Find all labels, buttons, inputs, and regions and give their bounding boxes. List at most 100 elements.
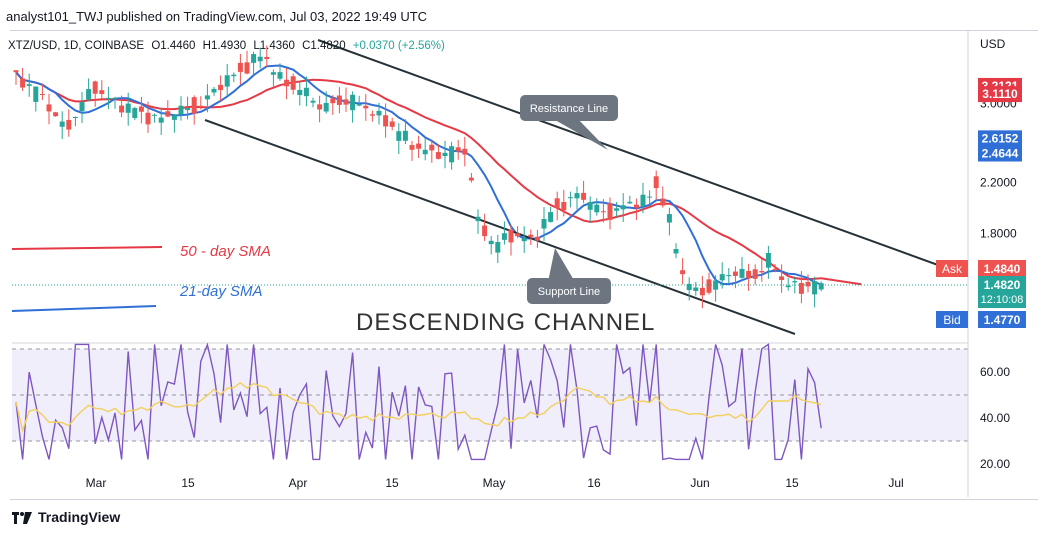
candle — [303, 76, 309, 107]
candle — [574, 186, 580, 210]
ask-label-bg — [936, 260, 968, 277]
candle — [706, 272, 712, 295]
candle-body — [303, 87, 309, 97]
candle-body — [554, 198, 560, 208]
candle — [224, 63, 230, 97]
candle — [455, 139, 461, 160]
candle-body — [145, 112, 151, 125]
candle — [310, 97, 316, 108]
candle-body — [119, 105, 125, 113]
candle — [53, 111, 59, 117]
bid-label: Bid — [943, 313, 960, 327]
x-tick-label: Jul — [888, 476, 903, 490]
candle — [554, 191, 560, 221]
candle — [369, 110, 375, 122]
candle-body — [105, 97, 111, 99]
candle-body — [812, 281, 818, 295]
support-callout-label: Support Line — [538, 286, 600, 298]
candle — [462, 136, 468, 167]
candle-body — [752, 269, 758, 279]
candle — [449, 141, 455, 170]
candle — [46, 93, 52, 125]
candle — [105, 86, 111, 110]
candle-body — [343, 99, 349, 105]
candle-body — [706, 279, 712, 293]
candle-body — [138, 106, 144, 112]
candle-body — [264, 56, 270, 60]
candle — [270, 69, 276, 87]
candle-body — [805, 281, 811, 287]
candle-body — [785, 285, 791, 288]
candle-body — [607, 203, 613, 220]
price-axis-unit: USD — [980, 37, 1006, 51]
candle — [686, 277, 692, 301]
candle — [812, 276, 818, 308]
candle — [79, 92, 85, 123]
candle — [739, 256, 745, 279]
candle-body — [792, 281, 798, 283]
candle-body — [620, 205, 626, 210]
candle — [350, 91, 356, 123]
candle — [389, 117, 395, 131]
chart-frame — [10, 30, 1038, 500]
candle — [119, 95, 125, 118]
candle-body — [99, 90, 105, 95]
candle — [587, 196, 593, 223]
candle-body — [528, 234, 534, 237]
candle-body — [488, 240, 494, 245]
candle — [548, 206, 554, 223]
candle — [264, 45, 270, 68]
countdown-value: 12:10:08 — [981, 294, 1024, 306]
price-label-bg — [978, 145, 1022, 162]
candle-body — [204, 95, 210, 100]
candle — [515, 226, 521, 239]
candle — [402, 119, 408, 145]
candle — [86, 78, 92, 102]
candle — [158, 107, 164, 135]
x-tick-label: 15 — [181, 476, 195, 490]
candle — [442, 140, 448, 169]
candle-body — [548, 212, 554, 222]
candle — [435, 144, 441, 160]
candle-body — [719, 274, 725, 281]
footer-brand-label: TradingView — [38, 509, 121, 525]
tradingview-logo-icon — [12, 511, 32, 524]
candle — [614, 201, 620, 217]
candle-body — [13, 70, 19, 73]
candle — [39, 83, 45, 100]
resistance-callout-box — [520, 95, 618, 121]
candle — [633, 198, 639, 221]
candle — [92, 80, 98, 107]
candle-body — [165, 111, 171, 117]
rsi-ma-line — [15, 381, 822, 434]
candle-body — [699, 287, 705, 296]
candle-body — [376, 110, 382, 116]
candle-body — [666, 214, 672, 223]
candle-body — [178, 105, 184, 115]
candle — [772, 264, 778, 273]
candle — [277, 63, 283, 81]
candle — [363, 94, 369, 121]
candle-body — [581, 192, 587, 200]
candle — [251, 51, 257, 76]
candle — [317, 95, 323, 123]
bid-value: 1.4770 — [984, 313, 1021, 327]
candle — [640, 182, 646, 214]
channel-label: DESCENDING CHANNEL — [356, 309, 655, 336]
candle-body — [614, 208, 620, 211]
sma50-legend-line — [11, 246, 163, 250]
candle — [818, 281, 824, 292]
x-tick-label: May — [483, 476, 506, 490]
sma21-label: 21-day SMA — [179, 283, 263, 300]
candle — [165, 100, 171, 118]
candle — [416, 135, 422, 158]
candle-body — [244, 62, 250, 74]
candle-body — [726, 275, 732, 277]
candle — [138, 96, 144, 124]
candle — [244, 50, 250, 75]
x-tick-label: Jun — [690, 476, 709, 490]
footer-brand[interactable]: TradingView — [12, 509, 120, 525]
candle — [495, 234, 501, 263]
candle — [779, 264, 785, 293]
